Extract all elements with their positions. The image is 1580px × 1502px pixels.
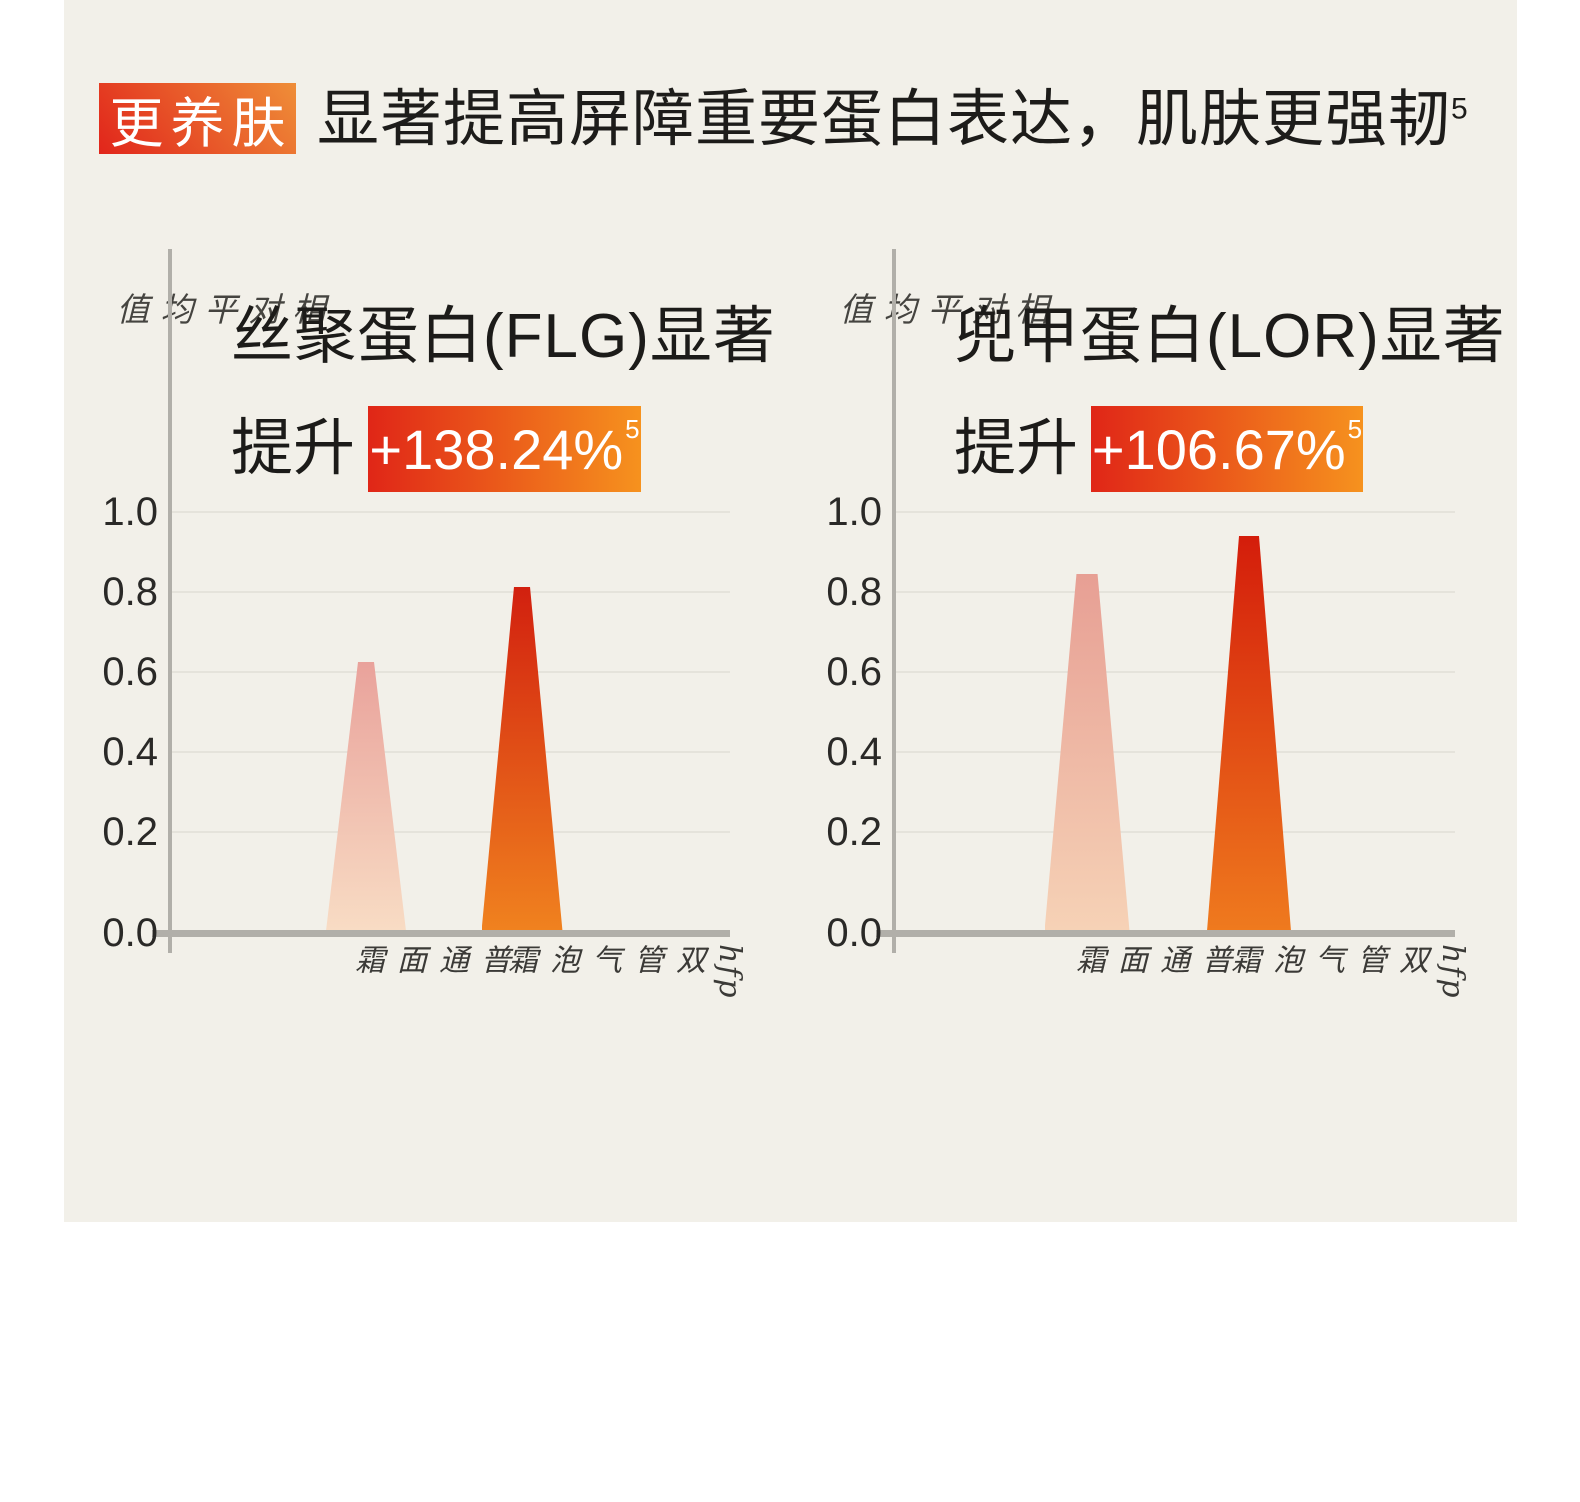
highlight-badge: +106.67% 5 — [1091, 406, 1364, 492]
y-tick-label: 0.4 — [826, 730, 882, 774]
chart-title-lift-word: 提升 — [231, 414, 356, 483]
y-tick-label: 0.8 — [826, 570, 882, 614]
page-title: 显著提高屏障重要蛋白表达，肌肤更强韧5 — [317, 84, 1469, 156]
x-axis-line — [152, 930, 730, 937]
y-axis-line — [892, 249, 896, 953]
chart-title: 丝聚蛋白(FLG)显著 — [231, 302, 776, 371]
gridline — [172, 751, 730, 753]
y-tick-label: 0.0 — [102, 911, 158, 955]
chart-title-lift-word: 提升 — [954, 414, 1079, 483]
x-category-label: hfp双管气泡霜 — [502, 944, 747, 1000]
highlight-badge: +138.24% 5 — [368, 406, 642, 492]
gridline — [896, 831, 1455, 833]
gridline — [896, 591, 1455, 593]
y-axis-title: 相对平均值 — [111, 292, 326, 333]
x-axis-line — [876, 930, 1455, 937]
y-tick-label: 0.0 — [826, 911, 882, 955]
gridline — [896, 751, 1455, 753]
y-axis-title: 相对平均值 — [834, 292, 1049, 333]
page-title-text: 显著提高屏障重要蛋白表达，肌肤更强韧 — [317, 85, 1452, 154]
gridline — [896, 511, 1455, 513]
chart-title-line2: 提升 +106.67% 5 — [954, 406, 1364, 492]
y-tick-label: 1.0 — [826, 490, 882, 534]
x-category-label: hfp双管气泡霜 — [1225, 944, 1470, 1000]
page-title-footnote-marker: 5 — [1451, 92, 1469, 126]
header-badge: 更养肤 — [99, 83, 296, 154]
chart-title: 兜甲蛋白(LOR)显著 — [954, 302, 1506, 371]
x-category-label: 普通面霜 — [1070, 944, 1231, 976]
gridline — [172, 671, 730, 673]
gridline — [896, 671, 1455, 673]
gridline — [172, 511, 730, 513]
highlight-footnote-marker: 5 — [1347, 413, 1363, 444]
x-category-label: 普通面霜 — [349, 944, 510, 976]
y-tick-label: 1.0 — [102, 490, 158, 534]
y-tick-label: 0.6 — [826, 650, 882, 694]
y-axis-line — [168, 249, 172, 953]
cream-panel — [64, 0, 1517, 1222]
highlight-value: +106.67% — [1091, 417, 1346, 481]
header-badge-label: 更养肤 — [109, 94, 293, 154]
gridline — [172, 831, 730, 833]
y-tick-label: 0.4 — [102, 730, 158, 774]
chart-title-line2: 提升 +138.24% 5 — [231, 406, 642, 492]
highlight-footnote-marker: 5 — [625, 413, 640, 444]
highlight-value: +138.24% — [369, 417, 624, 481]
y-tick-label: 0.6 — [102, 650, 158, 694]
y-tick-label: 0.8 — [102, 570, 158, 614]
gridline — [172, 591, 730, 593]
y-tick-label: 0.2 — [826, 810, 882, 854]
y-tick-label: 0.2 — [102, 810, 158, 854]
